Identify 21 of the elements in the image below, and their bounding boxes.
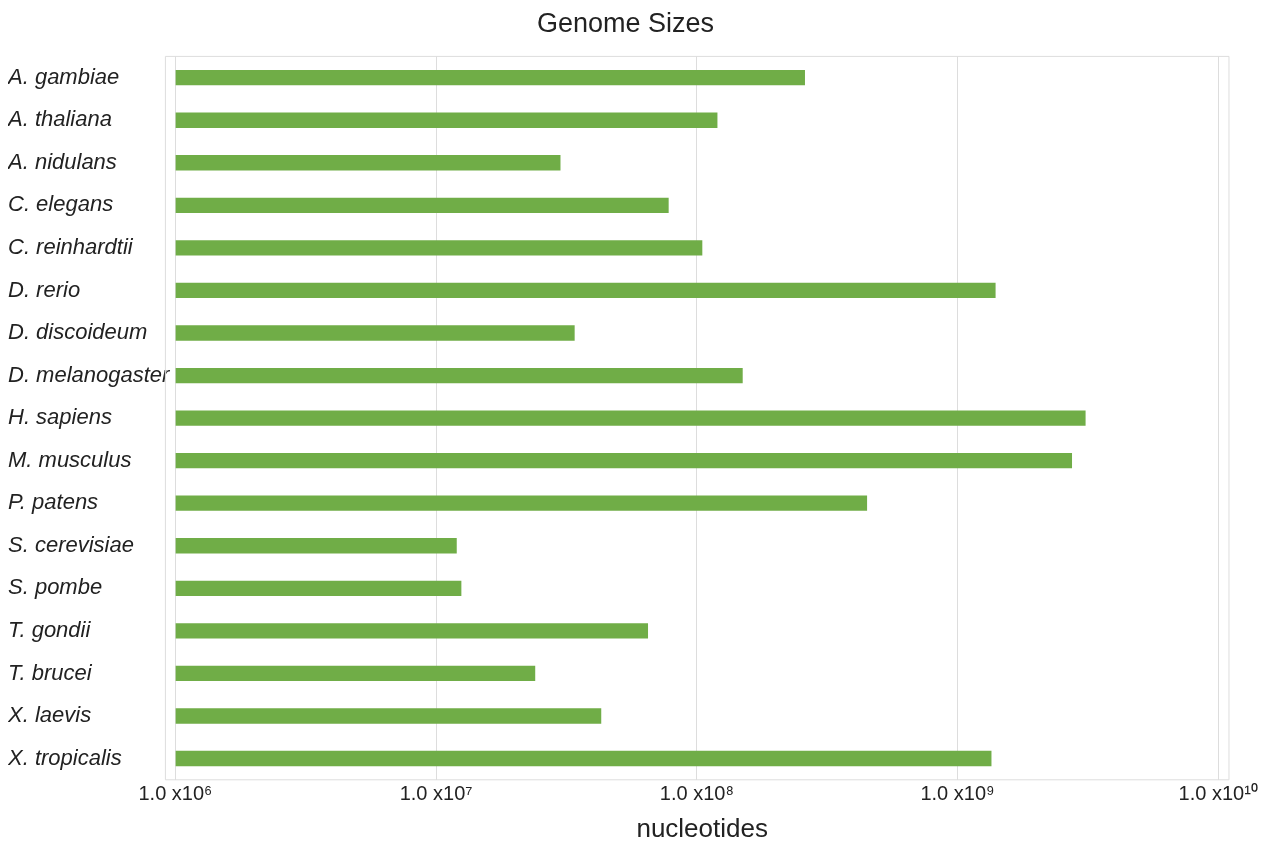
x-tick-label: 1.0 x10¹⁰ [1178, 782, 1258, 805]
y-tick-label: D. melanogaster [8, 361, 172, 387]
x-tick-label: 1.0 x10⁸ [659, 782, 734, 805]
y-tick-label: D. rerio [8, 276, 81, 302]
y-tick-label: X. tropicalis [7, 744, 122, 770]
y-tick-label: D. discoideum [8, 319, 148, 345]
y-tick-label: S. cerevisiae [8, 531, 134, 557]
y-tick-label: C. reinhardtii [8, 234, 134, 260]
x-axis-title: nucleotides [636, 812, 768, 843]
y-tick-label: P. patens [8, 489, 99, 515]
x-tick-label: 1.0 x10⁷ [399, 782, 473, 805]
x-tick-label: 1.0 x10⁶ [138, 782, 213, 805]
y-tick-label: T. gondii [8, 616, 92, 642]
y-tick-label: M. musculus [8, 446, 132, 472]
y-tick-label: X. laevis [7, 702, 92, 728]
y-tick-label: H. sapiens [8, 404, 112, 430]
x-tick-label: 1.0 x10⁹ [920, 782, 995, 805]
y-tick-label: S. pombe [8, 574, 103, 600]
y-tick-label: C. elegans [8, 191, 114, 217]
chart-title: Genome Sizes [536, 7, 715, 38]
y-tick-label: T. brucei [8, 659, 93, 685]
